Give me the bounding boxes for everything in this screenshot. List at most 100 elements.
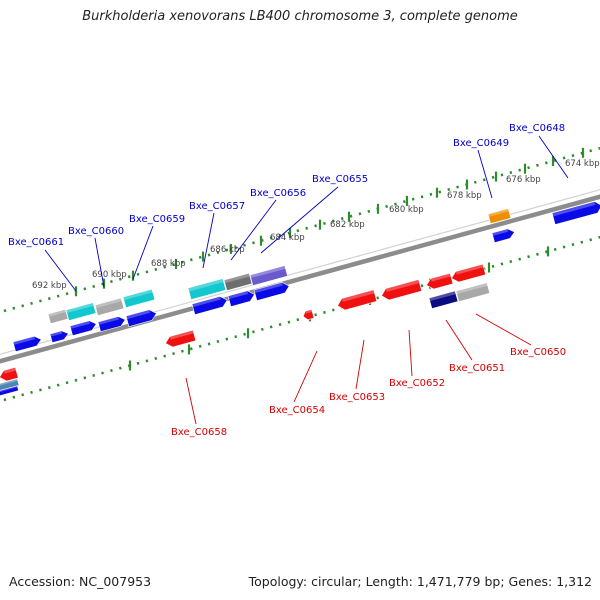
gene-fwd-10-body [187, 278, 227, 300]
gene-rev-4 [165, 329, 197, 348]
gene-label-fwd-3: Bxe_C0657 [189, 201, 245, 212]
gene-rev-1-body [0, 366, 19, 382]
map-title: Burkholderia xenovorans LB400 chromosome… [82, 9, 518, 24]
gene-label-rev-5: Bxe_C0650 [510, 347, 566, 358]
gene-fwd-7-body [65, 302, 97, 321]
gene-rev-8-body [426, 272, 454, 290]
leader-fwd-6 [477, 149, 493, 199]
leader-rev-3 [408, 329, 413, 377]
gene-rev-1 [0, 366, 19, 382]
gene-fwd-5-body [125, 309, 157, 327]
backbone-highlight [0, 189, 600, 355]
topology-label: Topology: circular; Length: 1,471,779 bp… [248, 574, 592, 589]
scale-label-8: 676 kbp [506, 175, 541, 185]
gene-fwd-12-body [249, 265, 288, 286]
gene-rev-5-shine [305, 309, 313, 314]
gene-rev-9 [451, 263, 487, 283]
accession-label: Accession: NC_007953 [9, 574, 152, 589]
gene-rev-1-shine [3, 367, 17, 374]
gene-fwd-11-body [223, 272, 253, 291]
gene-fwd-1-body [12, 335, 42, 353]
gene-label-rev-2: Bxe_C0653 [329, 392, 385, 403]
scale-rail-lower [0, 235, 600, 403]
gene-label-rev-4: Bxe_C0651 [449, 363, 505, 374]
gene-fwd-1 [12, 335, 42, 353]
gene-fwd-4 [97, 316, 126, 333]
gene-rev-9-body [451, 263, 487, 283]
gene-fwd-6-shine [48, 309, 67, 317]
gene-fwd-12-shine [250, 265, 286, 279]
gene-rev-8-shine [430, 273, 451, 282]
gene-fwd-9-shine [123, 289, 153, 301]
gene-fwd-15 [253, 282, 290, 301]
gene-fwd-13 [191, 296, 228, 315]
gene-rev-2-shine [0, 378, 18, 387]
scale-label-9: 674 kbp [565, 159, 600, 169]
gene-label-fwd-1: Bxe_C0660 [68, 226, 124, 237]
scale-label-6: 680 kbp [389, 205, 424, 215]
gene-rev-6-body [337, 289, 378, 311]
gene-fwd-3-shine [70, 320, 91, 329]
gene-fwd-13-shine [192, 296, 221, 308]
gene-label-fwd-7: Bxe_C0648 [509, 123, 565, 134]
gene-fwd-15-body [253, 282, 290, 301]
scale-label-4: 684 kbp [270, 233, 305, 243]
scale-label-5: 682 kbp [330, 220, 365, 230]
gene-fwd-3-body [69, 320, 97, 337]
gene-rev-7-shine [385, 279, 420, 292]
leader-rev-1 [293, 350, 318, 403]
scale-label-0: 692 kbp [32, 281, 67, 291]
gene-rev-11-shine [456, 282, 488, 295]
gene-rev-6 [337, 289, 378, 311]
gene-fwd-17 [491, 228, 515, 244]
gene-fwd-10-shine [188, 278, 224, 292]
gene-fwd-2 [49, 330, 70, 344]
leader-fwd-7 [538, 135, 569, 179]
gene-rev-7-body [381, 279, 423, 301]
gene-fwd-3 [69, 320, 97, 337]
gene-fwd-17-shine [492, 228, 509, 236]
gene-fwd-1-shine [12, 336, 36, 345]
gene-rev-11 [455, 282, 491, 302]
leader-rev-4 [445, 319, 473, 361]
gene-rev-3-body [0, 385, 19, 397]
gene-fwd-17-body [491, 228, 515, 244]
gene-fwd-14 [227, 290, 255, 307]
gene-fwd-8-body [94, 297, 125, 316]
gene-rev-3-shine [0, 385, 18, 393]
gene-fwd-6 [47, 308, 69, 325]
gene-fwd-10 [187, 278, 227, 300]
gene-rev-10-shine [429, 290, 456, 302]
leader-fwd-2 [132, 225, 154, 280]
gene-fwd-8 [94, 297, 125, 316]
gene-fwd-6-body [47, 308, 69, 325]
gene-fwd-16-shine [488, 208, 510, 217]
gene-fwd-15-shine [254, 282, 283, 294]
gene-rev-9-shine [455, 264, 484, 275]
gene-rev-7 [381, 279, 423, 301]
gene-rev-10 [428, 290, 459, 309]
leader-rev-0 [185, 377, 197, 425]
leader-fwd-3 [202, 212, 215, 269]
gene-fwd-5-shine [126, 309, 151, 320]
gene-label-rev-3: Bxe_C0652 [389, 378, 445, 389]
gene-rev-5 [302, 308, 315, 321]
scale-label-3: 686 kbp [210, 245, 245, 255]
gene-fwd-13-body [191, 296, 228, 315]
gene-label-fwd-2: Bxe_C0659 [129, 214, 185, 225]
gene-fwd-9 [122, 288, 156, 308]
leader-rev-2 [355, 339, 365, 390]
gene-fwd-7-shine [66, 302, 94, 314]
gene-rev-6-shine [341, 289, 375, 302]
gene-fwd-12 [249, 265, 288, 286]
leader-fwd-1 [94, 237, 105, 288]
leader-fwd-4 [230, 199, 277, 261]
scale-label-1: 690 kbp [92, 270, 127, 280]
gene-rev-4-shine [169, 330, 194, 340]
gene-fwd-4-body [97, 316, 126, 333]
gene-rev-11-body [455, 282, 491, 302]
leader-fwd-0 [44, 249, 77, 292]
gene-label-fwd-0: Bxe_C0661 [8, 237, 64, 248]
gene-label-fwd-4: Bxe_C0656 [250, 188, 306, 199]
